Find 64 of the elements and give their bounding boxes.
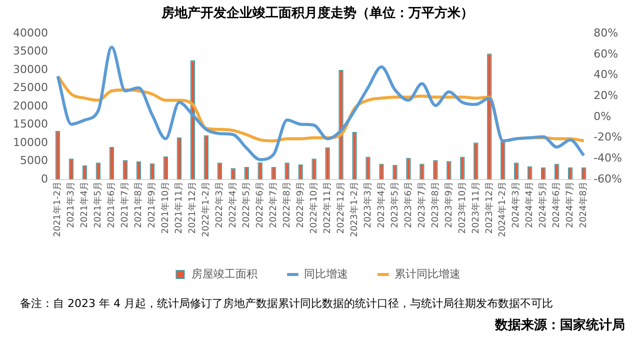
y-tick-label: 0 — [40, 172, 48, 186]
line-series — [56, 46, 586, 162]
x-tick-label: 2023年11月 — [470, 181, 482, 234]
x-tick-label: 2023年5月 — [389, 181, 400, 228]
x-tick-label: 2021年10月 — [160, 181, 171, 234]
legend-label: 累计同比增速 — [394, 267, 460, 280]
y2-tick-label: 80% — [594, 26, 618, 40]
y-tick-label: 25000 — [12, 81, 48, 94]
x-tick-label: 2022年4月 — [227, 181, 238, 228]
x-tick-label: 2021年7月 — [120, 181, 131, 228]
x-tick-label: 2024年8月 — [578, 181, 590, 228]
x-tick-label: 2023年1-2月 — [348, 181, 360, 238]
x-tick-label: 2022年6月 — [254, 181, 266, 228]
x-tick-label: 2022年12月 — [335, 181, 346, 234]
x-tick-label: 2022年9月 — [294, 181, 306, 228]
x-tick-label: 2023年6月 — [402, 181, 414, 228]
y2-tick-label: 40% — [594, 68, 618, 82]
y-tick-label: 10000 — [12, 136, 48, 149]
source-note: 数据来源：国家统计局 — [495, 316, 625, 334]
x-tick-label: 2021年6月 — [106, 181, 118, 228]
x-tick-label: 2023年3月 — [362, 181, 374, 228]
x-tick-label: 2021年4月 — [79, 181, 90, 228]
x-tick-label: 2022年5月 — [240, 181, 252, 228]
x-tick-label: 2024年1-2月 — [497, 181, 508, 238]
x-tick-label: 2022年3月 — [214, 181, 225, 228]
text: 备注：自 2023 年 4 月起，统计局修订了房地产数据累计同比数据的统计口径，与统计局往期发布数据不可比 — [20, 296, 553, 311]
y-tick-label: 35000 — [12, 44, 48, 58]
y2-tick-label: -40% — [594, 151, 622, 164]
legend-label: 同比增速 — [304, 267, 348, 280]
x-tick-label: 2024年5月 — [538, 181, 549, 228]
x-tick-label: 2023年4月 — [376, 181, 387, 228]
legend-label: 房屋竣工面积 — [191, 267, 258, 280]
x-tick-label: 2021年12月 — [186, 181, 198, 234]
chart-title: 房地产开发企业竣工面积月度走势（单位：万平方米） — [160, 5, 474, 22]
x-tick-label: 2023年12月 — [484, 181, 495, 234]
y-tick-label: 15000 — [12, 118, 48, 131]
y2-tick-label: 60% — [594, 47, 618, 60]
x-tick-label: 2021年3月 — [66, 181, 77, 228]
x-tick-label: 2023年8月 — [430, 181, 441, 228]
y-tick-label: 5000 — [20, 154, 48, 168]
x-tick-label: 2023年9月 — [443, 181, 454, 228]
x-tick-label: 2022年7月 — [268, 181, 279, 228]
y-tick-label: 40000 — [12, 26, 48, 40]
x-tick-label: 2022年10月 — [308, 181, 320, 234]
y2-tick-label: -60% — [594, 172, 622, 186]
x-tick-label: 2021年11月 — [173, 181, 184, 234]
y2-tick-label: 20% — [594, 88, 618, 102]
x-tick-label: 2024年3月 — [510, 181, 522, 228]
x-tick-label: 2024年4月 — [524, 181, 536, 228]
x-tick-label: 2024年6月 — [551, 181, 562, 228]
x-tick-label: 2023年7月 — [416, 181, 428, 228]
x-tick-label: 2021年8月 — [133, 181, 144, 228]
x-tick-label: 2022年11月 — [322, 181, 333, 234]
y2-tick-label: -20% — [594, 130, 622, 144]
y-tick-label: 20000 — [12, 99, 48, 112]
x-tick-label: 2022年1-2月 — [200, 181, 212, 238]
x-tick-label: 2021年9月 — [146, 181, 158, 228]
x-tick-label: 2023年10月 — [456, 181, 468, 234]
x-tick-label: 2022年8月 — [281, 181, 292, 228]
x-tick-label: 2024年7月 — [564, 181, 576, 228]
y-tick-label: 30000 — [12, 62, 48, 76]
x-tick-label: 2021年1-2月 — [52, 181, 64, 238]
y2-tick-label: 0% — [594, 110, 612, 123]
x-tick-label: 2021年5月 — [92, 181, 104, 228]
